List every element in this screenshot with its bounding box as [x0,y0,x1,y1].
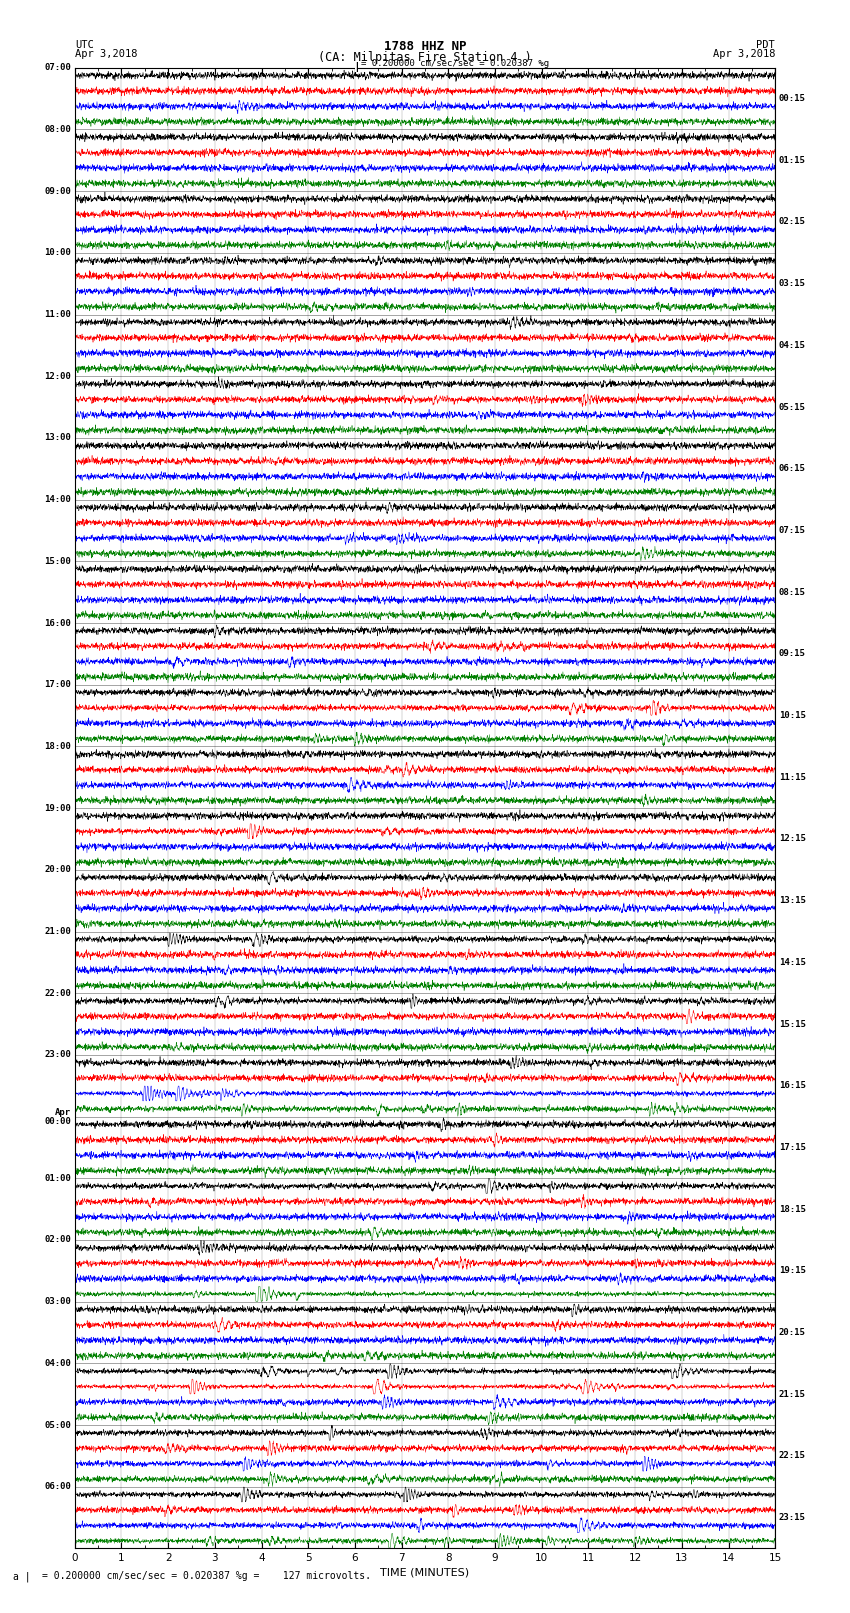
Text: 08:00: 08:00 [44,124,71,134]
Text: 02:00: 02:00 [44,1236,71,1245]
Text: 16:15: 16:15 [779,1081,806,1090]
Text: 17:15: 17:15 [779,1144,806,1152]
Text: 10:00: 10:00 [44,248,71,258]
Text: 06:15: 06:15 [779,465,806,473]
Text: 11:00: 11:00 [44,310,71,319]
Text: (CA: Milpitas Fire Station 4 ): (CA: Milpitas Fire Station 4 ) [318,50,532,65]
Text: 20:00: 20:00 [44,865,71,874]
Text: 00:15: 00:15 [779,94,806,103]
Text: UTC: UTC [75,39,94,50]
Text: 21:15: 21:15 [779,1390,806,1398]
Text: 18:00: 18:00 [44,742,71,752]
Text: 09:15: 09:15 [779,650,806,658]
Text: = 0.200000 cm/sec/sec = 0.020387 %g: = 0.200000 cm/sec/sec = 0.020387 %g [361,58,549,68]
Text: 15:15: 15:15 [779,1019,806,1029]
Text: Apr 3,2018: Apr 3,2018 [712,50,775,60]
Text: 12:00: 12:00 [44,371,71,381]
Text: PDT: PDT [756,39,775,50]
Text: 20:15: 20:15 [779,1327,806,1337]
Text: 06:00: 06:00 [44,1482,71,1492]
Text: 13:15: 13:15 [779,897,806,905]
Text: 07:15: 07:15 [779,526,806,536]
Text: 09:00: 09:00 [44,187,71,195]
Text: 07:00: 07:00 [44,63,71,73]
X-axis label: TIME (MINUTES): TIME (MINUTES) [381,1568,469,1578]
Text: 02:15: 02:15 [779,218,806,226]
Text: 21:00: 21:00 [44,927,71,936]
Text: 04:15: 04:15 [779,340,806,350]
Text: = 0.200000 cm/sec/sec = 0.020387 %g =    127 microvolts.: = 0.200000 cm/sec/sec = 0.020387 %g = 12… [42,1571,371,1581]
Text: 01:15: 01:15 [779,156,806,165]
Text: 19:15: 19:15 [779,1266,806,1276]
Text: 14:15: 14:15 [779,958,806,966]
Text: 14:00: 14:00 [44,495,71,505]
Text: 15:00: 15:00 [44,556,71,566]
Text: 01:00: 01:00 [44,1174,71,1182]
Text: 1788 HHZ NP: 1788 HHZ NP [383,39,467,53]
Text: 04:00: 04:00 [44,1358,71,1368]
Text: 05:00: 05:00 [44,1421,71,1429]
Text: 00:00: 00:00 [44,1116,71,1126]
Text: 22:00: 22:00 [44,989,71,998]
Text: 22:15: 22:15 [779,1452,806,1460]
Text: Apr: Apr [55,1108,71,1116]
Text: 12:15: 12:15 [779,834,806,844]
Text: 03:00: 03:00 [44,1297,71,1307]
Text: 19:00: 19:00 [44,803,71,813]
Text: 05:15: 05:15 [779,403,806,411]
Text: 18:15: 18:15 [779,1205,806,1213]
Text: 13:00: 13:00 [44,434,71,442]
Text: 03:15: 03:15 [779,279,806,289]
Text: 16:00: 16:00 [44,618,71,627]
Text: Apr 3,2018: Apr 3,2018 [75,50,138,60]
Text: 23:15: 23:15 [779,1513,806,1523]
Text: 23:00: 23:00 [44,1050,71,1060]
Text: 17:00: 17:00 [44,681,71,689]
Text: 11:15: 11:15 [779,773,806,782]
Text: 10:15: 10:15 [779,711,806,719]
Text: a |: a | [13,1571,31,1582]
Text: 08:15: 08:15 [779,587,806,597]
